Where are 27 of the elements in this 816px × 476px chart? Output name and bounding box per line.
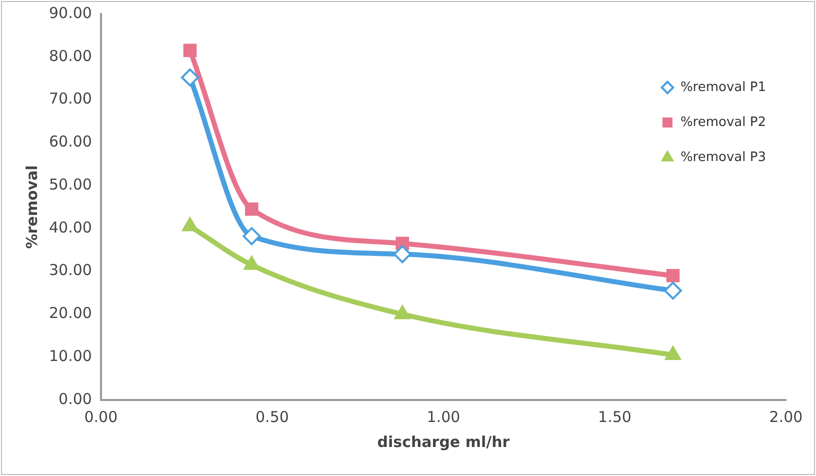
legend-label: %removal P3	[680, 150, 766, 165]
y-tick-label: 30.00	[48, 261, 92, 280]
y-tick-label: 80.00	[48, 46, 92, 65]
x-axis-title: discharge ml/hr	[377, 432, 510, 451]
x-tick-label: 2.00	[769, 408, 803, 426]
point	[664, 282, 682, 300]
y-tick-label: 10.00	[48, 347, 92, 365]
legend-label: %removal P1	[680, 80, 766, 95]
x-tick-label: 1.50	[598, 408, 632, 426]
x-tick-label: 0.50	[256, 408, 289, 426]
point	[393, 245, 412, 264]
y-tick-label: 70.00	[48, 90, 92, 108]
legend-label: %removal P2	[680, 114, 766, 130]
y-tick-label: 50.00	[48, 175, 92, 194]
y-tick-label: 60.00	[48, 132, 92, 151]
y-tick-label: 0.00	[58, 390, 92, 408]
point	[666, 268, 680, 282]
point	[245, 202, 258, 216]
x-tick-label: 0.00	[84, 408, 118, 426]
point	[242, 227, 261, 246]
y-tick-label: 40.00	[48, 218, 92, 236]
y-tick-label: 90.00	[48, 4, 92, 22]
y-tick-label: 20.00	[48, 304, 92, 322]
x-tick-label: 1.00	[426, 408, 460, 426]
point	[181, 68, 199, 86]
y-axis-title: %removal	[22, 165, 41, 249]
point	[183, 44, 197, 58]
